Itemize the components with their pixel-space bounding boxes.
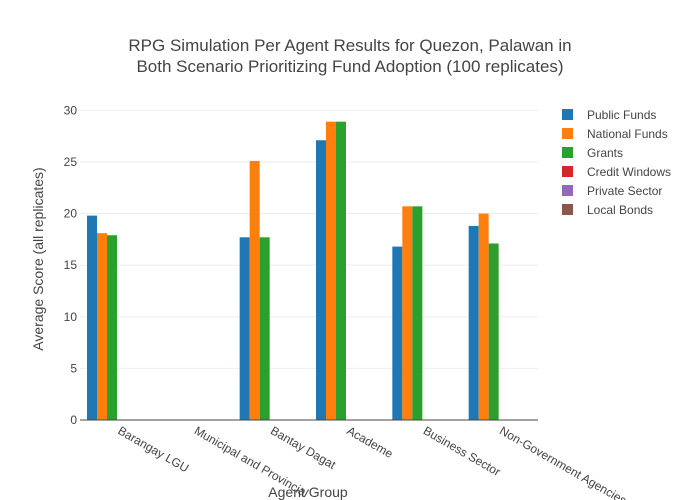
chart-title-line-1: RPG Simulation Per Agent Results for Que… [128,36,571,55]
legend-item[interactable]: National Funds [562,127,668,141]
legend-item[interactable]: Credit Windows [562,165,671,179]
y-tick-label: 0 [70,413,77,427]
legend-item[interactable]: Public Funds [562,108,656,122]
legend-label: Private Sector [587,184,662,198]
bar [468,225,479,420]
x-tick-label: Barangay LGU [116,423,192,475]
x-tick-label: Non-Government Agencies [497,423,629,500]
bar [392,246,403,420]
legend-label: Public Funds [587,108,656,122]
x-axis-title: Agent Group [268,484,348,500]
bar [402,206,413,420]
bar [412,206,423,420]
bar-marks [87,121,499,421]
y-tick-label: 30 [64,103,78,117]
bar [239,237,250,420]
legend-item[interactable]: Local Bonds [562,203,653,217]
x-tick-label: Academe [345,423,396,461]
y-tick-label: 5 [70,361,77,375]
legend-item[interactable]: Grants [562,146,623,160]
legend-label: Local Bonds [587,203,653,217]
grid-lines [80,109,538,369]
y-tick-label: 25 [64,155,78,169]
y-tick-label: 15 [64,258,78,272]
x-tick-labels: Barangay LGU Municipal and ProvincialBant… [116,423,629,500]
y-axis-title: Average Score (all replicates) [30,167,46,350]
legend: Public Funds National Funds Grants Credit W… [562,108,671,217]
y-tick-label: 10 [64,310,78,324]
legend-label: Credit Windows [587,165,671,179]
legend-swatch [562,204,573,215]
bar [316,140,326,421]
legend-swatch [562,109,573,120]
legend-swatch [562,147,573,158]
bar [326,121,336,420]
legend-label: National Funds [587,127,668,141]
x-tick-label: Bantay Dagat [268,423,339,472]
bar [87,215,97,420]
bar [107,235,117,420]
bar [97,233,107,420]
legend-item[interactable]: Private Sector [562,184,662,198]
bar [336,121,346,420]
bar [488,243,499,420]
chart-title-line-2: Both Scenario Prioritizing Fund Adoption… [136,57,563,76]
y-tick-labels: 0 5 10 15 20 25 30 [64,103,78,427]
legend-swatch [562,166,573,177]
bar [249,160,260,420]
legend-swatch [562,128,573,139]
y-tick-label: 20 [64,207,78,221]
x-tick-label: Business Sector [421,423,503,478]
bar [478,213,489,420]
legend-swatch [562,185,573,196]
legend-label: Grants [587,146,623,160]
bar [259,237,270,420]
